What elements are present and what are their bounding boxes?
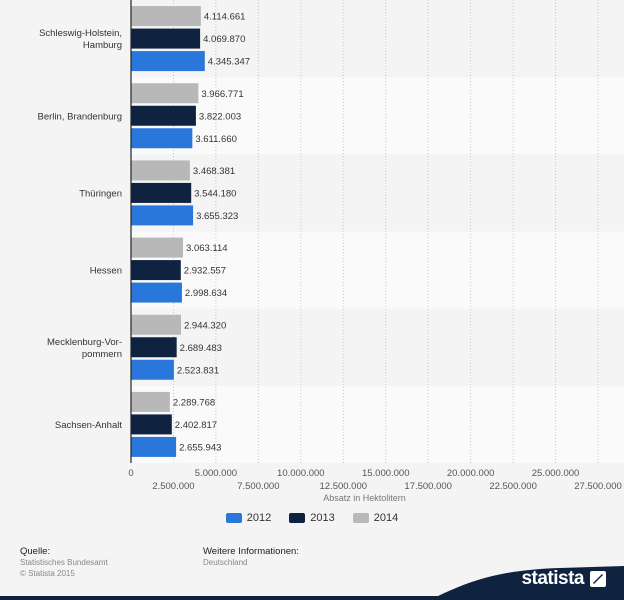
bar [131,83,199,104]
bar [131,160,190,181]
category-label: Mecklenburg-Vor- [47,337,122,348]
legend-label: 2013 [310,512,335,524]
bar [131,237,184,258]
bar [131,260,181,281]
category-label: Thüringen [79,188,122,199]
bar [131,182,192,203]
category-label: Sachsen-Anhalt [55,420,122,431]
statista-logo[interactable]: statista [521,568,606,590]
data-label: 4.345.347 [208,57,250,68]
bar [131,128,193,149]
data-label: 2.998.634 [185,288,227,299]
category-label: Schleswig-Holstein, [39,28,122,39]
row-band [131,0,624,78]
data-label: 3.544.180 [194,188,236,199]
legend-swatch [289,513,306,523]
legend-item-2014[interactable]: 2014 [352,512,399,524]
bar [131,28,201,49]
row-band [131,77,624,155]
data-label: 3.966.771 [201,89,243,100]
legend: 2012 2013 2014 [0,512,624,524]
data-label: 2.402.817 [175,420,217,431]
source-block: Quelle: Statistisches Bundesamt © Statis… [20,546,108,579]
x-tick-label: 5.000.000 [195,468,237,479]
data-label: 2.689.483 [180,343,222,354]
row-band [131,308,624,386]
x-tick-label: 25.000.000 [532,468,580,479]
legend-swatch [225,513,242,523]
data-label: 3.655.323 [196,211,238,222]
bar [131,6,201,27]
bar [131,436,177,457]
bar [131,414,172,435]
data-label: 4.114.661 [204,12,246,23]
data-label: 3.822.003 [199,111,241,122]
data-label: 2.944.320 [184,320,226,331]
bar [131,359,174,380]
info-line-1: Deutschland [203,558,248,567]
x-tick-label: 12.500.000 [319,481,367,492]
legend-item-2013[interactable]: 2013 [289,512,335,524]
row-band [131,154,624,232]
bar [131,205,194,226]
data-label: 2.289.768 [173,397,215,408]
x-tick-label: 0 [128,468,133,479]
x-tick-label: 7.500.000 [237,481,279,492]
source-heading: Quelle: [20,546,51,557]
info-block: Weitere Informationen: Deutschland [203,546,299,568]
category-label: Hessen [90,266,122,277]
legend-label: 2012 [246,512,272,524]
data-label: 4.069.870 [203,34,245,45]
bar [131,51,205,72]
info-heading[interactable]: Weitere Informationen: [203,546,299,557]
data-label: 3.611.660 [195,134,237,145]
brand-name: statista [521,568,584,589]
source-line-1: Statistisches Bundesamt [20,558,108,567]
category-label: Berlin, Brandenburg [38,111,123,122]
statista-logo-icon [590,571,606,587]
x-tick-label: 20.000.000 [447,468,495,479]
x-tick-label: 10.000.000 [277,468,325,479]
category-label: pommern [82,349,122,360]
source-line-2: © Statista 2015 [20,569,75,578]
bar [131,282,182,303]
x-axis-title: Absatz in Hektolitern [323,493,406,503]
data-label: 2.523.831 [177,365,219,376]
legend-item-2012[interactable]: 2012 [225,512,272,524]
footer-band [0,566,624,600]
bar [131,105,196,126]
row-band [131,385,624,463]
row-band [131,231,624,309]
data-label: 3.468.381 [193,166,235,177]
data-label: 2.655.943 [179,442,221,453]
category-label: Hamburg [83,40,122,51]
x-tick-label: 2.500.000 [152,481,194,492]
x-tick-label: 17.500.000 [404,481,452,492]
x-tick-label: 15.000.000 [362,468,410,479]
x-tick-label: 27.500.000 [574,481,622,492]
bar [131,314,181,335]
legend-swatch [352,513,369,523]
data-label: 2.932.557 [184,266,226,277]
bar [131,391,170,412]
data-label: 3.063.114 [186,243,228,254]
x-tick-label: 22.500.000 [489,481,537,492]
legend-label: 2014 [373,512,399,524]
bar [131,337,177,358]
bar-chart: 4.114.661 4.069.870 4.345.347 Schleswig-Hol… [37,0,624,503]
